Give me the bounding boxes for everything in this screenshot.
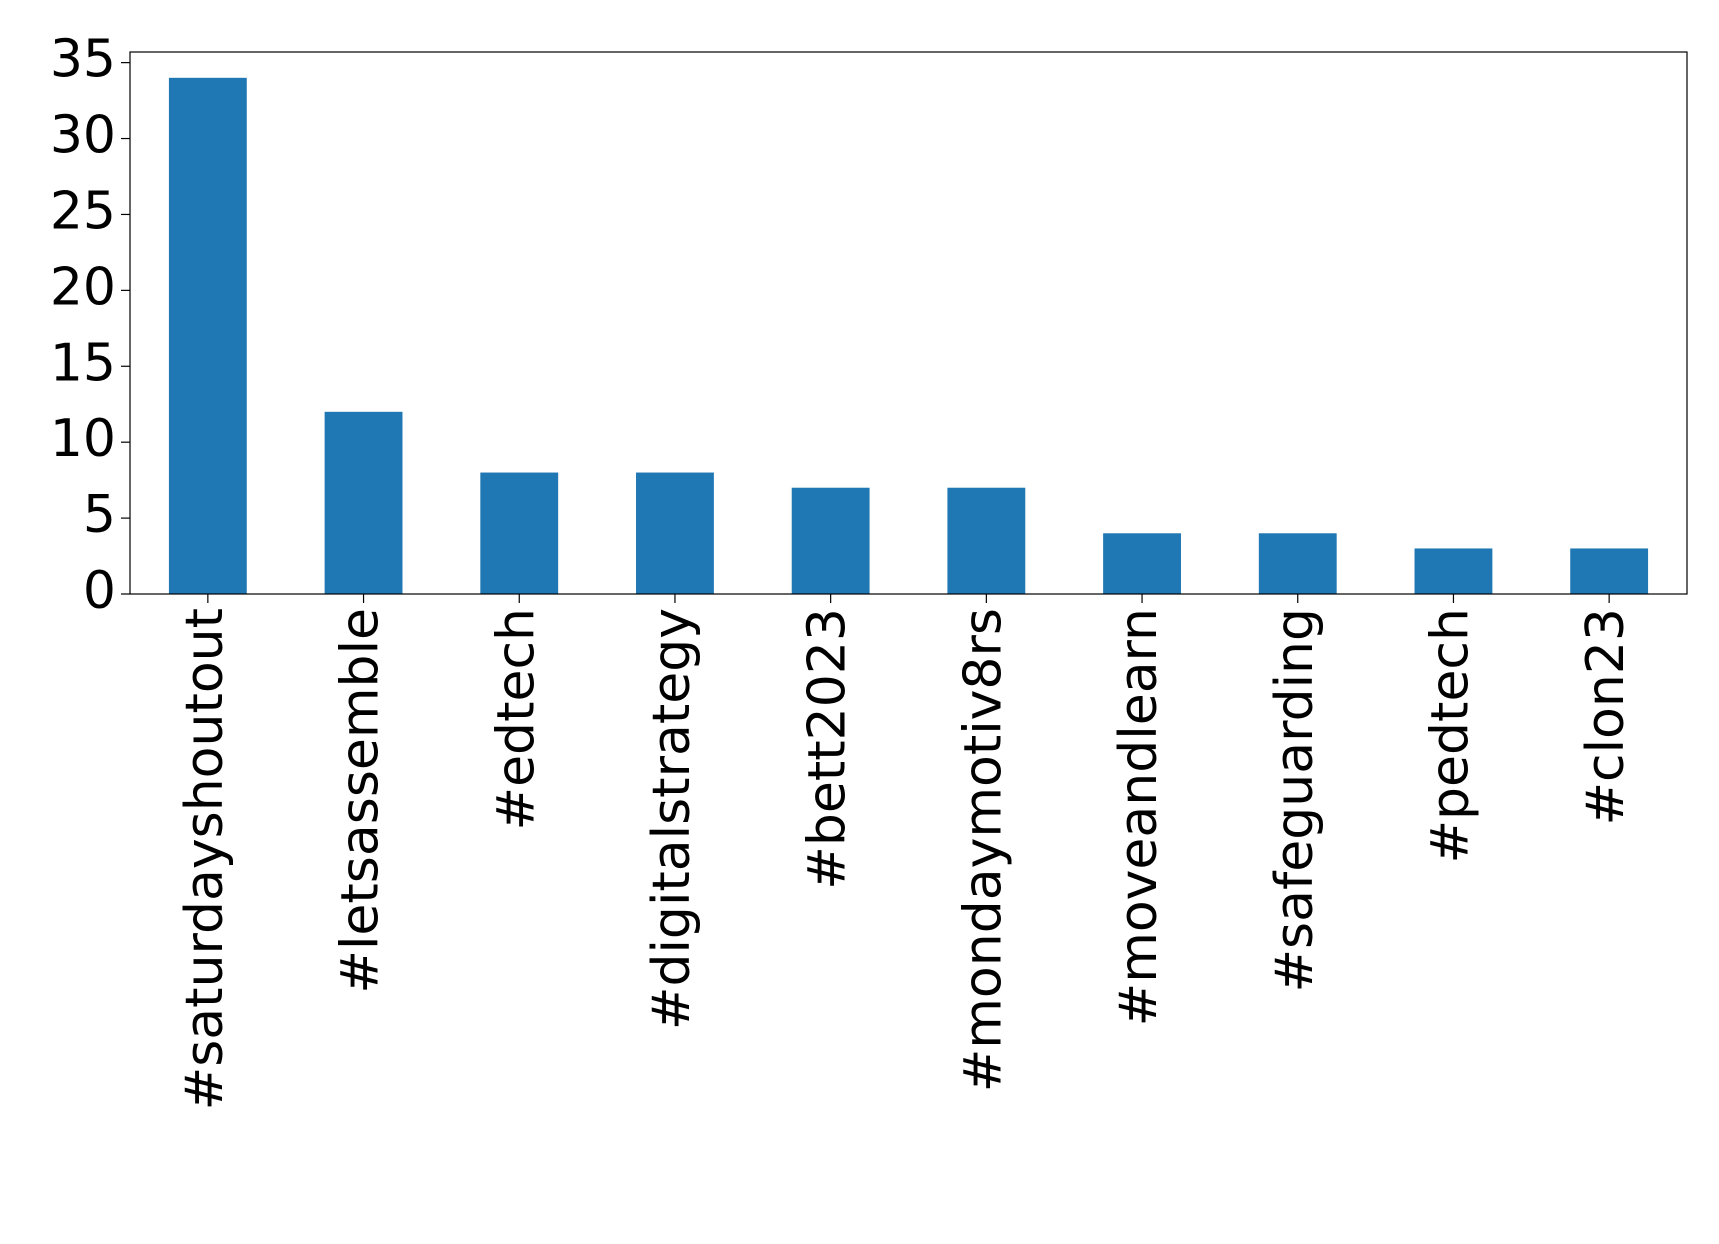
bar — [947, 487, 1026, 594]
bar — [480, 472, 559, 594]
x-tick-label: #clon23 — [1576, 608, 1636, 826]
y-tick-label: 5 — [83, 485, 116, 545]
plot-frame — [129, 51, 1688, 595]
bar — [1103, 533, 1181, 594]
y-tick-label: 15 — [50, 333, 116, 393]
y-tick-label: 0 — [83, 561, 116, 621]
bar — [324, 411, 403, 594]
bar — [791, 487, 870, 594]
x-tick-label: #digitalstrategy — [642, 608, 702, 1030]
y-tick-label: 25 — [50, 181, 116, 241]
y-tick-label: 10 — [50, 409, 116, 469]
bar — [168, 77, 247, 595]
x-tick-label: #safeguarding — [1265, 608, 1325, 993]
y-tick-label: 20 — [50, 257, 116, 317]
y-tick-label: 30 — [50, 106, 116, 166]
bar — [636, 472, 714, 594]
x-tick-label: #bett2023 — [798, 608, 858, 890]
y-tick-label: 35 — [50, 30, 116, 90]
x-tick-label: #pedtech — [1420, 608, 1480, 864]
x-tick-label: #moveandlearn — [1109, 608, 1169, 1026]
x-tick-label: #saturdayshoutout — [175, 608, 235, 1110]
x-tick-label: #edtech — [486, 608, 546, 831]
bar — [1258, 533, 1337, 594]
bar — [1414, 548, 1493, 594]
bar — [1570, 548, 1649, 594]
x-tick-label: #letsassemble — [331, 608, 391, 994]
x-tick-label: #mondaymotiv8rs — [953, 608, 1013, 1092]
